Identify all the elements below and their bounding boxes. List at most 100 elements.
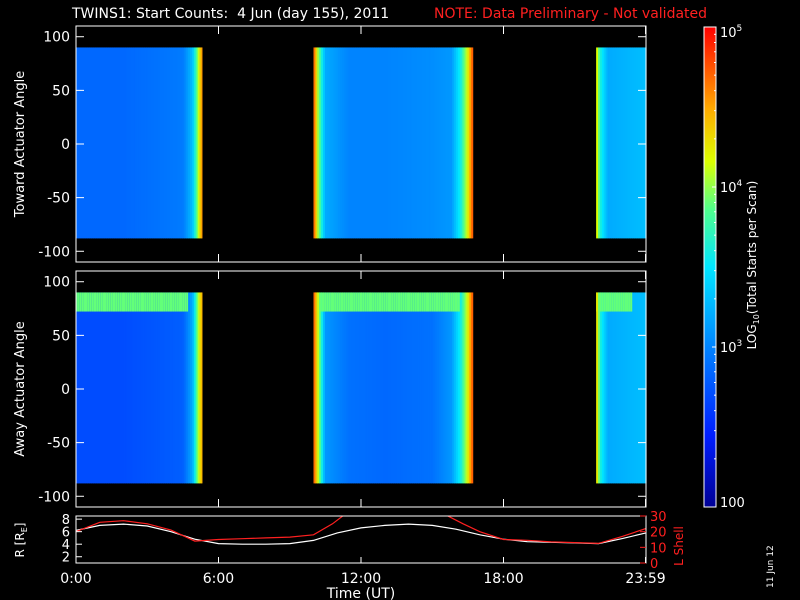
heatmap-cell: [323, 292, 326, 484]
heatmap-band-cell: [380, 292, 383, 312]
heatmap-cell: [195, 47, 199, 239]
heatmap-cell: [469, 47, 472, 239]
heatmap-cell: [361, 47, 364, 239]
heatmap-cell: [315, 47, 318, 239]
heatmap-cell: [402, 47, 406, 239]
heatmap-band-cell: [155, 292, 159, 312]
heatmap-band-cell: [402, 292, 406, 312]
l-shell-tick-label: 30: [650, 510, 667, 525]
heatmap-cell: [180, 47, 183, 239]
heatmap-cell: [626, 292, 630, 484]
colorbar-tick-label: 105: [720, 24, 742, 41]
heatmap-band-cell: [161, 292, 164, 312]
y-tick-label: 50: [52, 328, 70, 344]
heatmap-cell: [380, 292, 383, 484]
heatmap-cell: [634, 47, 637, 239]
heatmap-cell: [349, 292, 353, 484]
heatmap-cell: [133, 47, 136, 239]
heatmap-cell: [402, 292, 406, 484]
colorbar-gradient: [704, 27, 716, 507]
heatmap-cell: [385, 47, 389, 239]
l-shell-line: [76, 516, 646, 545]
heatmap-cell: [313, 47, 316, 239]
heatmap-cell: [440, 292, 444, 484]
heatmap-band-cell: [125, 292, 128, 312]
heatmap-cell: [368, 47, 372, 239]
heatmap-cell: [381, 292, 385, 484]
heatmap-cell: [366, 292, 370, 484]
heatmap-cell: [613, 47, 616, 239]
l-shell-tick-label: 20: [650, 526, 667, 541]
heatmap-cell: [165, 292, 168, 484]
heatmap-cell: [399, 292, 402, 484]
heatmap-band-cell: [332, 292, 335, 312]
heatmap-cell: [366, 47, 370, 239]
heatmap-band-cell: [340, 292, 343, 312]
heatmap-cell: [459, 47, 463, 239]
heatmap-cell: [171, 47, 174, 239]
heatmap-cell: [418, 47, 421, 239]
heatmap-cell: [110, 292, 113, 484]
heatmap-cell: [374, 47, 377, 239]
heatmap-band-cell: [362, 292, 366, 312]
heatmap-band-cell: [319, 292, 322, 312]
heatmap-cell: [91, 292, 94, 484]
heatmap-cell: [446, 292, 449, 484]
heatmap-cell: [332, 292, 335, 484]
heatmap-cell: [76, 47, 79, 239]
heatmap-band-cell: [91, 292, 94, 312]
heatmap-cell: [76, 292, 79, 484]
heatmap-cell: [326, 292, 330, 484]
heatmap-cell: [469, 292, 472, 484]
heatmap-cell: [448, 47, 451, 239]
heatmap-cell: [317, 292, 320, 484]
heatmap-cell: [184, 47, 187, 239]
heatmap-band-cell: [81, 292, 85, 312]
heatmap-band-cell: [146, 292, 149, 312]
heatmap-cell: [106, 47, 109, 239]
heatmap-cell: [620, 47, 624, 239]
heatmap-cell: [599, 292, 603, 484]
heatmap-cell: [461, 292, 465, 484]
heatmap-band-cell: [361, 292, 364, 312]
heatmap-cell: [136, 47, 140, 239]
y-tick-label: 0: [61, 382, 70, 398]
heatmap-cell: [406, 47, 410, 239]
heatmap-band-cell: [609, 292, 612, 312]
heatmap-cell: [639, 292, 643, 484]
heatmap-cell: [77, 47, 81, 239]
colorbar-tick-label: 104: [720, 179, 743, 196]
heatmap-cell: [418, 292, 421, 484]
heatmap-cell: [374, 292, 377, 484]
heatmap-band-cell: [404, 292, 408, 312]
heatmap-band-cell: [353, 292, 356, 312]
heatmap-cell: [330, 292, 334, 484]
heatmap-band-cell: [450, 292, 453, 312]
heatmap-band-cell: [131, 292, 134, 312]
heatmap-cell: [387, 47, 391, 239]
heatmap-cell: [444, 292, 448, 484]
heatmap-cell: [423, 47, 427, 239]
heatmap-cell: [328, 292, 332, 484]
heatmap-cell: [146, 47, 149, 239]
heatmap-cell: [433, 47, 436, 239]
heatmap-band-cell: [342, 292, 345, 312]
heatmap-band-cell: [77, 292, 81, 312]
heatmap-cell: [148, 47, 151, 239]
heatmap-cell: [599, 47, 603, 239]
heatmap-cell: [155, 47, 159, 239]
heatmap-cell: [140, 47, 144, 239]
heatmap-cell: [461, 47, 465, 239]
heatmap-cell: [152, 292, 155, 484]
heatmap-band-cell: [385, 292, 389, 312]
heatmap-band-cell: [148, 292, 151, 312]
heatmap-cell: [338, 47, 341, 239]
heatmap-band-cell: [104, 292, 107, 312]
l-shell-tick-label: 0: [650, 557, 658, 572]
heatmap-cell: [171, 292, 174, 484]
heatmap-cell: [317, 47, 320, 239]
heatmap-cell: [172, 47, 176, 239]
heatmap-cell: [123, 47, 126, 239]
heatmap-cell: [123, 292, 126, 484]
heatmap-cell: [167, 47, 170, 239]
